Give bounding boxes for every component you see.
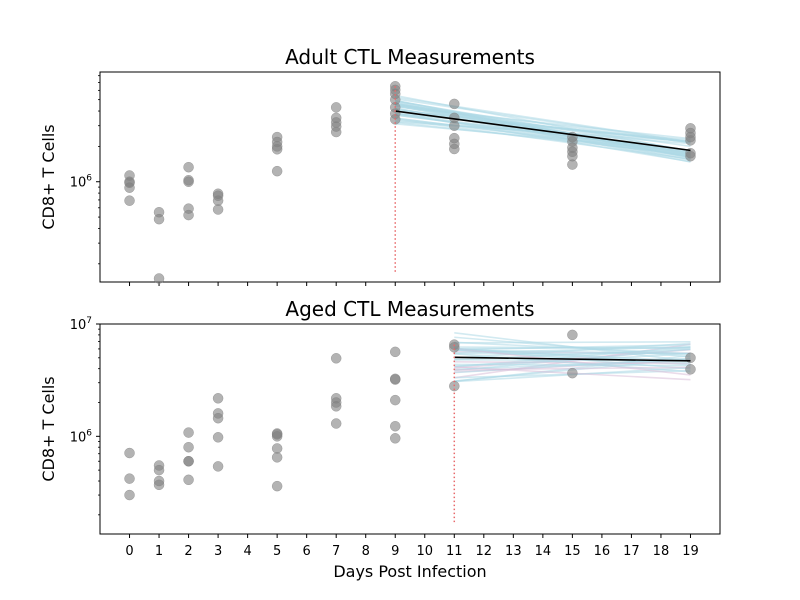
- chart-title: Aged CTL Measurements: [285, 297, 534, 321]
- posterior-sample-line: [454, 341, 691, 344]
- x-tick-label: 1: [155, 544, 163, 559]
- fit-line: [395, 110, 691, 152]
- data-point: [449, 98, 460, 110]
- data-point: [153, 273, 165, 284]
- y-tick-label: 106: [70, 174, 93, 191]
- data-point: [330, 126, 342, 138]
- data-point: [271, 144, 283, 155]
- posterior-sample-line: [395, 112, 691, 158]
- y-tick-label: 107: [70, 316, 92, 333]
- posterior-sample-line: [454, 347, 691, 376]
- x-tick-label: 2: [184, 544, 192, 559]
- posterior-sample-line: [454, 344, 691, 351]
- data-point: [389, 374, 401, 385]
- data-point: [153, 479, 165, 491]
- y-axis-label: CD8+ T Cells: [39, 124, 58, 229]
- data-point: [153, 213, 165, 225]
- data-point: [183, 209, 194, 221]
- data-point: [271, 452, 283, 463]
- data-point: [183, 176, 194, 187]
- x-tick-label: 7: [332, 544, 340, 559]
- data-point: [124, 182, 135, 193]
- plot-frame: [99, 71, 721, 283]
- data-point: [330, 102, 342, 113]
- x-tick-label: 4: [243, 544, 251, 559]
- data-point: [183, 441, 194, 453]
- x-tick-label: 17: [623, 544, 640, 559]
- x-tick-label: 14: [535, 544, 552, 559]
- x-tick-label: 15: [564, 544, 581, 559]
- data-point: [271, 480, 283, 492]
- x-tick-label: 19: [682, 544, 699, 559]
- posterior-sample-line: [454, 353, 691, 373]
- data-point: [124, 489, 135, 501]
- data-point: [449, 342, 460, 353]
- fit-line: [454, 356, 691, 362]
- data-point: [212, 412, 224, 424]
- data-point: [271, 429, 283, 440]
- x-tick-label: 10: [416, 544, 433, 559]
- data-point: [330, 418, 342, 429]
- adult-panel: Adult CTL Measurements CD8+ T Cells 106: [39, 45, 721, 286]
- data-point: [389, 394, 401, 406]
- data-point: [183, 427, 194, 438]
- x-tick-label: 8: [362, 544, 370, 559]
- data-point: [124, 473, 135, 484]
- data-point: [449, 143, 460, 155]
- data-point: [212, 432, 224, 443]
- data-point: [153, 464, 165, 476]
- x-tick-label: 16: [594, 544, 611, 559]
- x-tick-label: 9: [391, 544, 399, 559]
- x-tick-label: 12: [476, 544, 493, 559]
- data-point: [212, 204, 224, 215]
- data-point: [183, 474, 194, 486]
- posterior-sample-line: [454, 346, 691, 354]
- data-point: [183, 455, 194, 467]
- x-tick-label: 11: [446, 544, 463, 559]
- x-tick-label: 13: [505, 544, 522, 559]
- posterior-sample-lines: [395, 94, 691, 163]
- data-point: [685, 150, 696, 162]
- data-point: [330, 353, 342, 364]
- data-point: [271, 165, 283, 177]
- y-axis-label: CD8+ T Cells: [39, 376, 58, 481]
- x-tick-label: 6: [303, 544, 311, 559]
- data-point: [212, 195, 224, 206]
- x-tick-label: 18: [653, 544, 670, 559]
- data-point: [685, 364, 696, 375]
- y-tick-label: 106: [70, 428, 93, 445]
- data-point: [212, 461, 224, 472]
- data-point: [330, 401, 342, 412]
- x-tick-label: 0: [125, 544, 133, 559]
- data-point: [449, 120, 460, 131]
- x-tick-label: 5: [273, 544, 281, 559]
- data-point: [183, 161, 194, 173]
- data-point: [124, 195, 135, 206]
- data-point: [212, 393, 224, 404]
- posterior-sample-line: [454, 363, 691, 367]
- data-point: [389, 433, 401, 444]
- plot-frame: [99, 323, 721, 535]
- data-point: [124, 447, 135, 459]
- data-point: [567, 329, 578, 341]
- chart-title: Adult CTL Measurements: [285, 45, 535, 69]
- x-tick-label: 3: [214, 544, 222, 559]
- posterior-sample-line: [395, 108, 691, 143]
- data-point: [271, 443, 283, 454]
- x-axis-label: Days Post Infection: [333, 562, 486, 581]
- data-point: [389, 420, 401, 432]
- data-point: [389, 346, 401, 358]
- data-point: [685, 135, 696, 146]
- data-point: [567, 367, 578, 379]
- data-point: [567, 159, 578, 170]
